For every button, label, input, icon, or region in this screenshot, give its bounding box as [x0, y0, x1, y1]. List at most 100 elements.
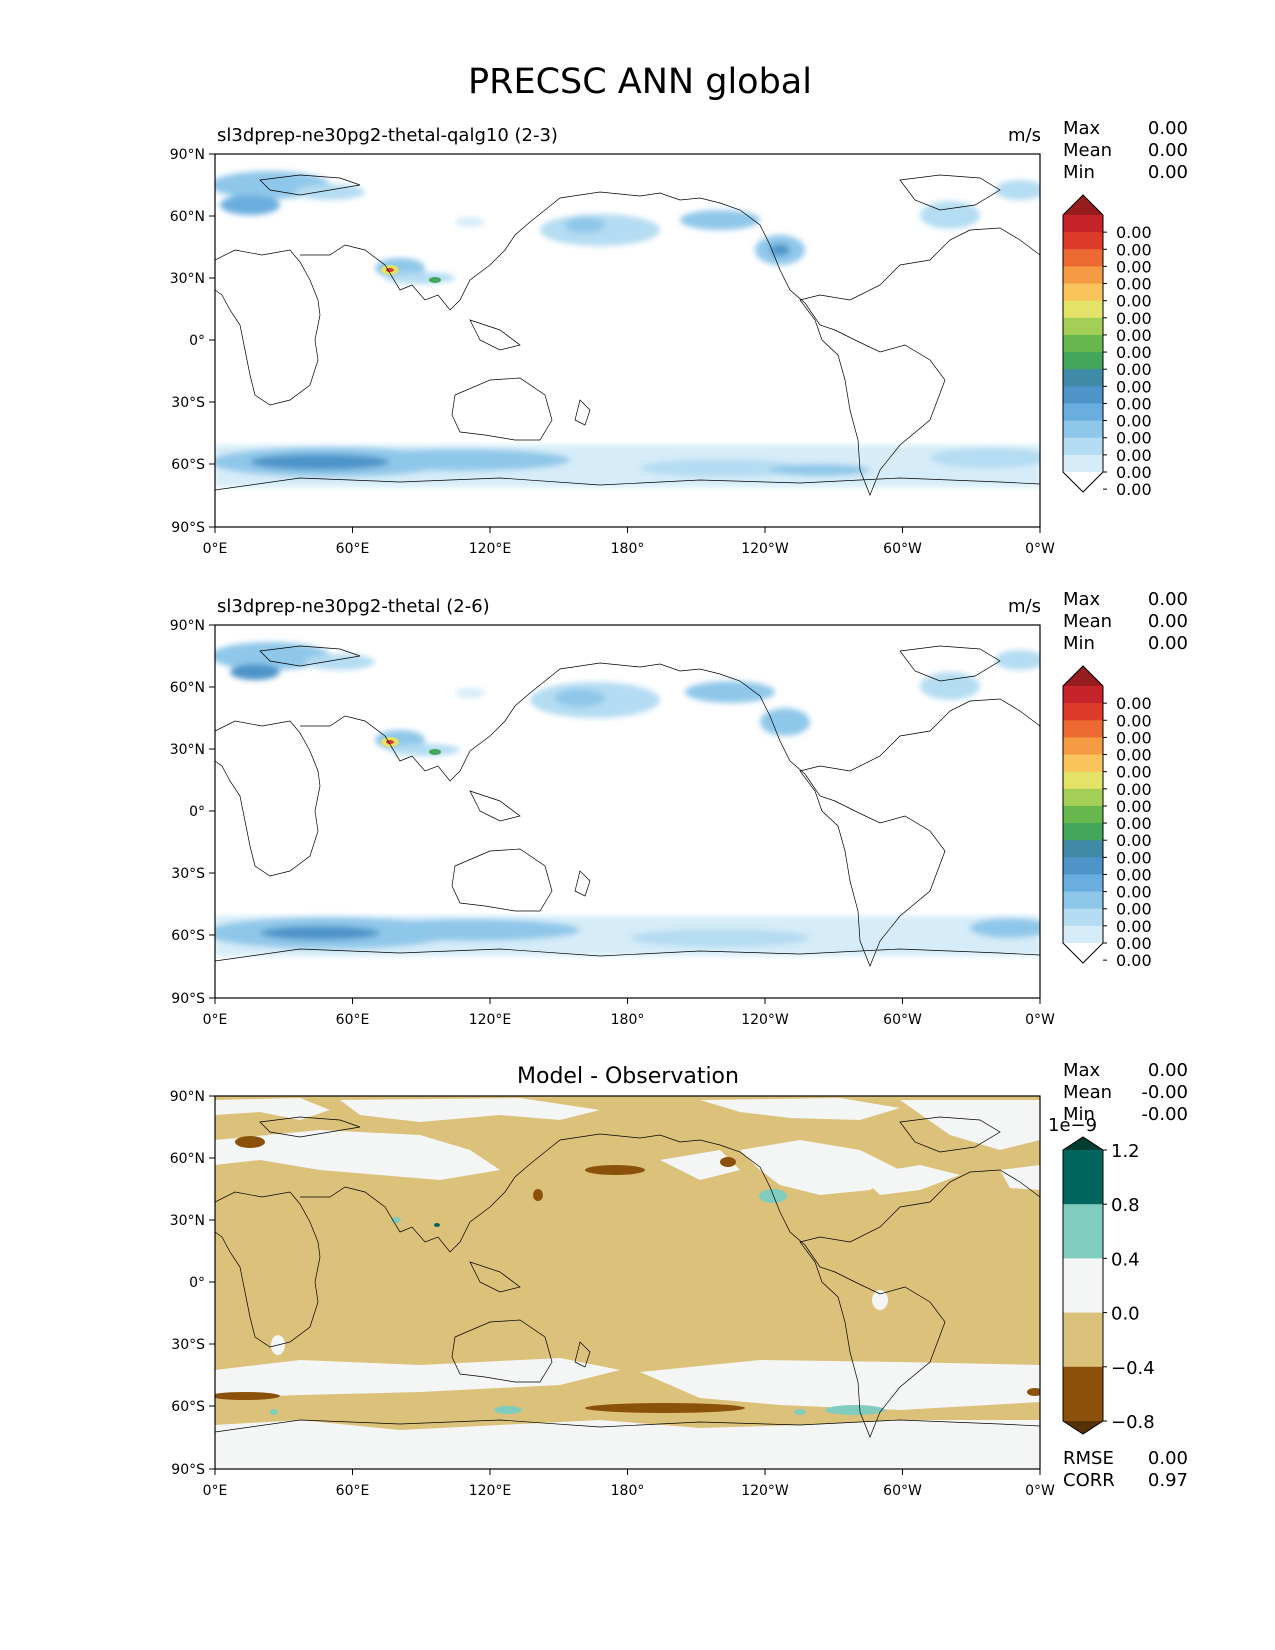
stat-label: Mean	[1063, 1082, 1112, 1103]
svg-text:180°: 180°	[611, 541, 645, 557]
map-field	[215, 154, 1040, 527]
colorbar-extension-max	[1063, 666, 1103, 686]
lon-tick: 180°	[611, 1469, 645, 1499]
lat-tick: 0°	[189, 1275, 215, 1291]
svg-text:60°E: 60°E	[336, 1012, 370, 1028]
colorbar-extension-min	[1063, 943, 1103, 963]
panel-units: m/s	[1008, 125, 1041, 146]
lon-tick: 120°W	[741, 998, 789, 1028]
lon-tick: 0°E	[203, 527, 228, 557]
svg-text:90°N: 90°N	[170, 147, 205, 163]
colorbar-tick-label: 0.00	[1116, 412, 1152, 431]
panel-ref: sl3dprep-ne30pg2-thetal (2-6) m/s	[170, 589, 1188, 1028]
lat-tick: 90°N	[170, 618, 215, 634]
colorbar-tick-label: 0.00	[1116, 814, 1152, 833]
panel-units: m/s	[1008, 596, 1041, 617]
lat-tick: 90°N	[170, 1089, 215, 1105]
colorbar-tick-label: 0.00	[1116, 480, 1152, 499]
colorbar-tick-label: 0.00	[1116, 763, 1152, 782]
colorbar-tick-label: 0.00	[1116, 900, 1152, 919]
lat-tick: 90°S	[171, 991, 215, 1007]
colorbar-swatch	[1063, 454, 1103, 473]
panel-center-title: Model - Observation	[517, 1064, 739, 1089]
lon-tick: 60°E	[336, 527, 370, 557]
lat-tick: 0°	[189, 804, 215, 820]
svg-text:0°W: 0°W	[1025, 541, 1055, 557]
lat-tick: 30°S	[171, 866, 215, 882]
lon-tick-labels: 0°E 60°E 120°E 180° 120°W 60°W 0°W	[203, 998, 1055, 1028]
lon-tick: 0°W	[1025, 1469, 1055, 1499]
stat-value: 0.00	[1148, 611, 1188, 632]
colorbar-swatch	[1063, 420, 1103, 439]
colorbar-tick-label: 0.00	[1116, 865, 1152, 884]
coastlines	[215, 174, 1040, 496]
svg-text:0°: 0°	[189, 804, 205, 820]
colorbar-swatch	[1063, 720, 1103, 738]
stat-label: Mean	[1063, 140, 1112, 161]
lon-tick: 0°E	[203, 998, 228, 1028]
colorbar-swatch	[1063, 334, 1103, 353]
lon-tick: 120°W	[741, 527, 789, 557]
colorbar-swatch	[1063, 771, 1103, 790]
colorbar-tick-label: 0.00	[1116, 326, 1152, 345]
colorbar-tick-label: 0.00	[1116, 848, 1152, 867]
lon-tick: 60°E	[336, 998, 370, 1028]
stat-label: Mean	[1063, 611, 1112, 632]
lat-tick: 30°S	[171, 1337, 215, 1353]
colorbar-swatch	[1063, 437, 1103, 456]
stat-value: 0.00	[1148, 140, 1188, 161]
svg-text:0°: 0°	[189, 1275, 205, 1291]
svg-text:90°N: 90°N	[170, 618, 205, 634]
svg-text:0°E: 0°E	[203, 541, 228, 557]
svg-text:120°W: 120°W	[741, 1483, 789, 1499]
lat-tick: 30°S	[171, 395, 215, 411]
svg-text:60°N: 60°N	[170, 1151, 205, 1167]
colorbar-tick-label: 0.00	[1116, 257, 1152, 276]
stat-label: Min	[1063, 1104, 1095, 1125]
svg-text:180°: 180°	[611, 1483, 645, 1499]
lon-tick: 120°E	[469, 1469, 511, 1499]
colorbar-tick-label: 0.00	[1116, 728, 1152, 747]
colorbar-swatch	[1063, 317, 1103, 336]
colorbar-swatch	[1063, 703, 1103, 721]
colorbar-tick-label: 0.00	[1116, 292, 1152, 311]
colorbar-tick-label: 0.00	[1116, 917, 1152, 936]
stat-label: RMSE	[1063, 1448, 1114, 1469]
colorbar-tick-label: 0.00	[1116, 377, 1152, 396]
lon-tick: 0°W	[1025, 527, 1055, 557]
lon-tick: 120°W	[741, 1469, 789, 1499]
stat-value: 0.00	[1148, 1448, 1188, 1469]
svg-text:60°E: 60°E	[336, 541, 370, 557]
colorbar: 0.000.000.000.000.000.000.000.000.000.00…	[1062, 194, 1152, 499]
svg-text:120°W: 120°W	[741, 541, 789, 557]
svg-text:60°S: 60°S	[171, 928, 205, 944]
svg-text:90°S: 90°S	[171, 1462, 205, 1478]
colorbar-tick-label: 0.00	[1116, 694, 1152, 713]
svg-text:0°E: 0°E	[203, 1012, 228, 1028]
lon-tick: 180°	[611, 998, 644, 1028]
colorbar-tick-label: 0.00	[1116, 797, 1152, 816]
colorbar-swatch	[1063, 788, 1103, 807]
colorbar-tick-label: 0.00	[1116, 240, 1152, 259]
lon-tick-labels: 0°E 60°E 120°E 180° 120°W 60°W 0°W	[203, 1469, 1055, 1499]
lat-tick: 90°N	[170, 147, 215, 163]
svg-text:60°N: 60°N	[170, 680, 205, 696]
svg-text:90°N: 90°N	[170, 1089, 205, 1105]
colorbar-swatch	[1063, 403, 1103, 422]
stat-label: Min	[1063, 162, 1095, 183]
colorbar-tick-label: −0.4	[1111, 1358, 1155, 1379]
colorbar-tick-label: 0.8	[1111, 1195, 1140, 1216]
svg-text:30°N: 30°N	[170, 1213, 205, 1229]
colorbar-swatch	[1063, 249, 1103, 267]
colorbar-extension-max	[1063, 1137, 1103, 1150]
colorbar-tick-label: 0.00	[1116, 746, 1152, 765]
lon-tick: 120°E	[469, 998, 511, 1028]
lat-tick: 60°S	[171, 1399, 215, 1415]
lon-tick: 0°W	[1025, 998, 1055, 1028]
colorbar-swatch	[1063, 386, 1103, 404]
svg-text:30°S: 30°S	[171, 1337, 205, 1353]
stat-label: Min	[1063, 633, 1095, 654]
stat-value: 0.00	[1148, 589, 1188, 610]
colorbar-tick-label: 0.00	[1116, 883, 1152, 902]
